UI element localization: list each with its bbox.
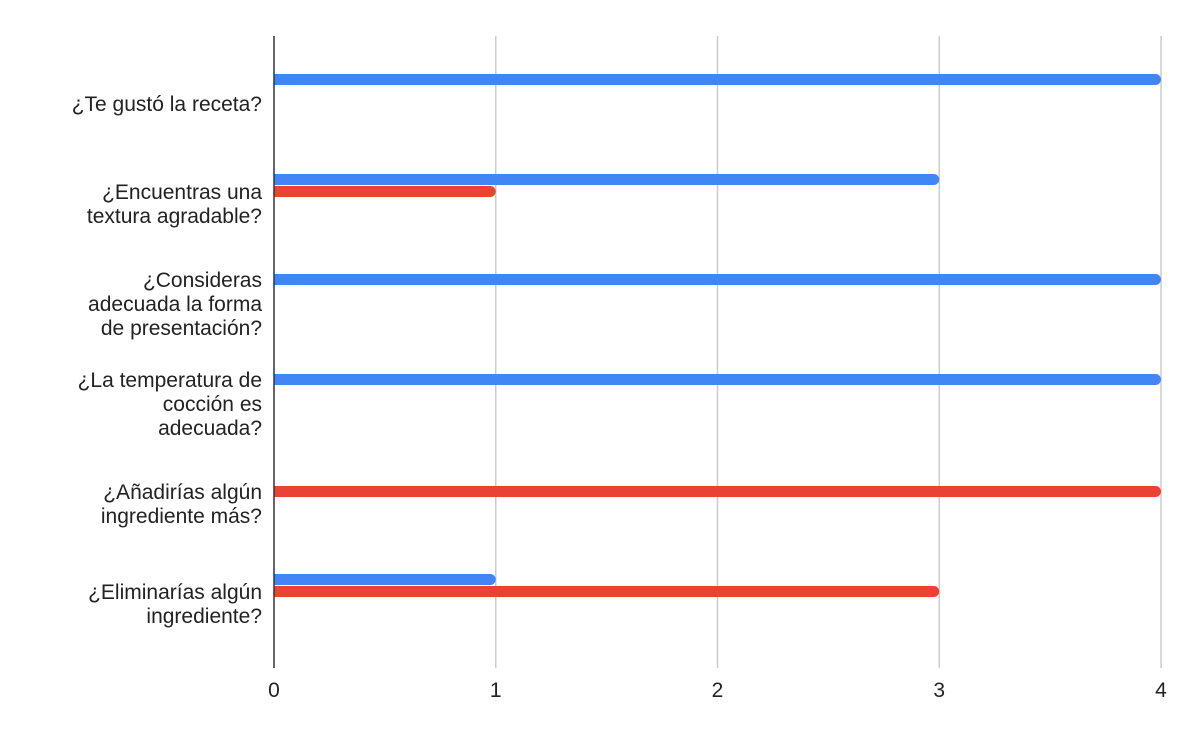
category-label-1-line-1: ¿Te gustó la receta? xyxy=(72,93,262,116)
bar-series-1-category-2-base xyxy=(274,174,285,185)
bar-series-1-category-4-base xyxy=(274,374,285,385)
category-label-4-line-3: adecuada? xyxy=(158,417,262,440)
category-label-2-line-2: textura agradable? xyxy=(87,205,262,228)
category-label-3-line-3: de presentación? xyxy=(101,317,262,340)
x-tick-label-0: 0 xyxy=(268,679,280,702)
category-label-4-line-2: cocción es xyxy=(163,393,262,416)
bar-series-1-category-1-base xyxy=(274,74,285,85)
bar-series-2-category-2 xyxy=(274,186,496,197)
category-label-6-line-1: ¿Eliminarías algún xyxy=(88,581,262,604)
category-label-2-line-1: ¿Encuentras una xyxy=(102,181,262,204)
category-label-2: ¿Encuentras una textura agradable? xyxy=(87,181,262,228)
x-tick-label-2: 2 xyxy=(712,679,724,702)
category-label-6-line-2: ingrediente? xyxy=(146,605,262,628)
category-label-3-line-1: ¿Consideras xyxy=(143,269,262,292)
category-label-3: ¿Consideras adecuada la forma de presentac… xyxy=(88,269,262,340)
category-labels: ¿Te gustó la receta? ¿Encuentras una textu… xyxy=(72,93,263,628)
bar-series-2-category-5 xyxy=(274,486,1161,497)
category-label-4-line-1: ¿La temperatura de xyxy=(78,369,262,392)
bar-series-1-category-4 xyxy=(274,374,1161,385)
category-label-5-line-2: ingrediente más? xyxy=(101,505,262,528)
bar-series-1-category-1 xyxy=(274,74,1161,85)
category-label-6: ¿Eliminarías algún ingrediente? xyxy=(88,581,262,628)
category-label-4: ¿La temperatura de cocción es adecuada? xyxy=(78,369,262,440)
x-tick-label-3: 3 xyxy=(933,679,945,702)
bar-series-1-category-6 xyxy=(274,574,496,585)
bar-series-2-category-6-base xyxy=(274,586,285,597)
bar-series-1-category-6-base xyxy=(274,574,285,585)
bar-series-1-category-2 xyxy=(274,174,940,185)
bar-series-1-category-3-base xyxy=(274,274,285,285)
bar-series-2-category-2-base xyxy=(274,186,285,197)
x-tick-labels: 0 1 2 3 4 xyxy=(268,679,1167,702)
bars xyxy=(274,74,1161,597)
x-tick-label-4: 4 xyxy=(1155,679,1167,702)
category-label-5-line-1: ¿Añadirías algún xyxy=(103,481,262,504)
category-label-1: ¿Te gustó la receta? xyxy=(72,93,262,116)
bar-series-2-category-6 xyxy=(274,586,940,597)
bar-series-2-category-5-base xyxy=(274,486,285,497)
x-tick-label-1: 1 xyxy=(490,679,502,702)
category-label-5: ¿Añadirías algún ingrediente más? xyxy=(101,481,262,528)
grid-lines xyxy=(495,36,1162,668)
bar-series-1-category-3 xyxy=(274,274,1161,285)
category-label-3-line-2: adecuada la forma xyxy=(88,293,262,316)
